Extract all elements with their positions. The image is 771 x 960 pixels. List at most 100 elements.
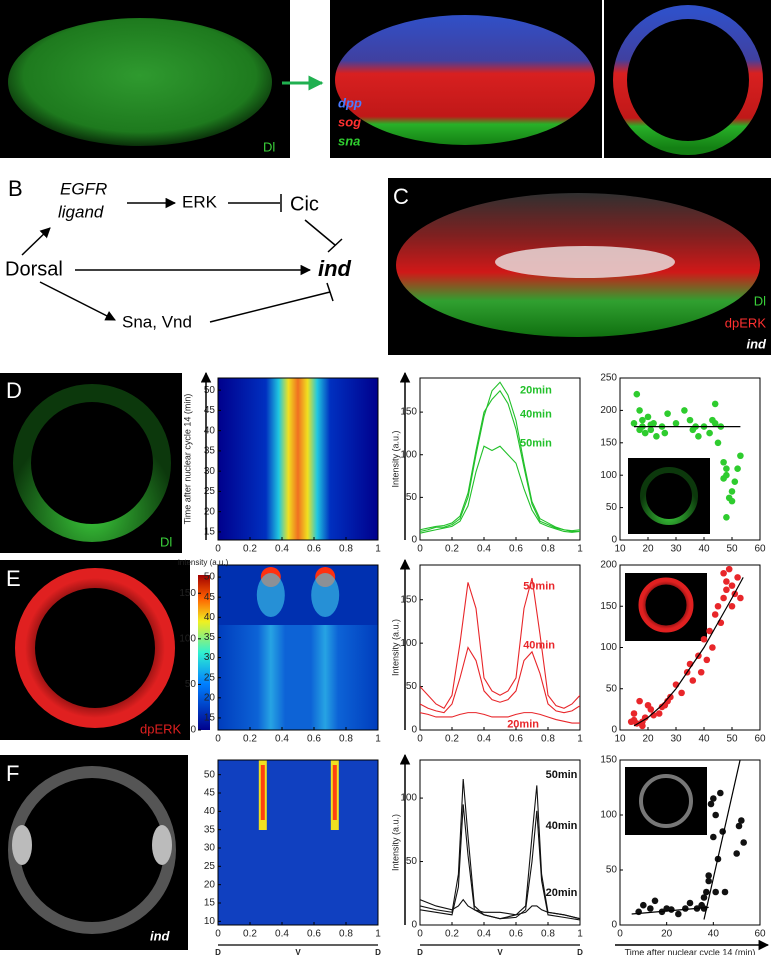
panel-label: D — [6, 378, 22, 403]
series-label: 40min — [546, 820, 578, 832]
x-tick-label: 0 — [417, 734, 423, 745]
position-label: V — [497, 948, 503, 955]
position-label: D — [577, 948, 583, 955]
y-tick-label: 100 — [600, 470, 617, 481]
scatter-point — [712, 811, 719, 819]
x-tick-label: 0.8 — [339, 544, 353, 555]
y-tick-label: 200 — [600, 560, 617, 571]
embryo — [335, 15, 595, 145]
x-tick-label: 0.2 — [445, 734, 459, 745]
y-tick-label: 0 — [611, 725, 617, 736]
line-series — [420, 389, 580, 532]
image-a3 — [604, 0, 771, 158]
ind-domain — [495, 246, 675, 278]
inset — [625, 767, 707, 835]
y-tick-label: 150 — [600, 437, 617, 448]
scatter-point — [706, 429, 713, 437]
scatter-point — [711, 420, 719, 427]
x-tick-label: 0 — [215, 929, 221, 940]
scatter-point — [709, 644, 716, 651]
fit-line — [703, 760, 741, 920]
y-tick-label: 20 — [204, 692, 216, 703]
y-axis-label: Intensity (a.u.) — [390, 619, 400, 676]
heatmap-image — [218, 760, 378, 925]
colorbar-tick-label: 150 — [179, 588, 196, 599]
scatter-point — [703, 888, 710, 896]
inset-ring — [638, 577, 694, 633]
series-label: 20min — [520, 385, 552, 397]
x-tick-label: 0.6 — [307, 929, 321, 940]
x-tick-label: 1 — [375, 544, 381, 555]
x-tick-label: 0.8 — [339, 734, 353, 745]
cross-section — [613, 5, 763, 155]
plot-frame — [217, 377, 379, 541]
scatter-point — [731, 478, 739, 485]
scatter-point — [697, 668, 705, 676]
y-tick-label: 45 — [204, 788, 216, 799]
x-tick-label: 0.4 — [275, 929, 289, 940]
y-tick-label: 50 — [606, 502, 618, 513]
scatter-point — [661, 429, 669, 437]
scatter-point — [714, 439, 722, 447]
y-tick-label: 45 — [204, 592, 216, 603]
scatter-point — [740, 839, 747, 846]
cross-section — [13, 384, 171, 542]
position-label: D — [417, 948, 423, 955]
series-label: 50min — [523, 581, 555, 593]
label: dpERK — [140, 721, 182, 736]
x-tick-label: 0.6 — [509, 544, 523, 555]
panel-label: F — [6, 761, 19, 786]
x-tick-label: 0 — [417, 544, 423, 555]
ind-domain — [152, 825, 172, 865]
scatter-point — [664, 410, 671, 417]
scatter-point — [675, 910, 682, 918]
panel-label: C — [393, 184, 409, 209]
series-label: 50min — [546, 769, 578, 781]
x-tick-label: 0.4 — [275, 544, 289, 555]
node: ligand — [58, 202, 104, 221]
node: Cic — [290, 193, 319, 215]
line-series — [420, 646, 580, 714]
x-tick-label: 40 — [698, 544, 710, 555]
x-tick-label: 40 — [698, 734, 710, 745]
x-tick-label: 0 — [215, 544, 221, 555]
series-label: 40min — [523, 640, 555, 652]
scatter-point — [735, 822, 743, 830]
scatter-point — [695, 433, 702, 440]
y-tick-label: 250 — [600, 373, 617, 384]
scatter-point — [734, 574, 741, 581]
scatter-point — [721, 888, 729, 896]
series-label: 20min — [546, 887, 578, 899]
scatter-point — [636, 407, 643, 414]
y-tick-label: 40 — [204, 806, 216, 817]
scatter-point — [651, 897, 659, 905]
scatter-point — [734, 465, 741, 473]
y-tick-label: 0 — [411, 920, 417, 931]
x-tick-label: 0.6 — [307, 734, 321, 745]
inset-ring — [639, 774, 693, 828]
node: ERK — [182, 192, 218, 211]
scatter-point — [723, 578, 730, 585]
y-tick-label: 100 — [400, 793, 417, 804]
scatter-point — [700, 635, 708, 643]
scatter-point — [647, 426, 655, 434]
y-tick-label: 20 — [204, 879, 216, 890]
scatter-point — [639, 416, 646, 424]
plot-content — [420, 381, 580, 534]
position-label: D — [375, 948, 381, 955]
scatter-point — [640, 901, 647, 909]
scatter-point — [725, 565, 733, 573]
scatter-point — [705, 872, 712, 879]
line-series — [420, 381, 580, 533]
y-tick-label: 100 — [400, 638, 417, 649]
scatter-point — [723, 586, 730, 594]
colorbar-tick-label: 50 — [185, 679, 197, 690]
plot-frame — [217, 564, 379, 731]
y-axis-label: Intensity (a.u.) — [390, 814, 400, 871]
label: Dl — [160, 534, 172, 549]
label: dpERK — [725, 315, 767, 330]
line-series — [420, 804, 580, 921]
inset-ring — [640, 467, 698, 525]
panel-label: A — [8, 6, 23, 31]
plot-area — [419, 377, 581, 541]
